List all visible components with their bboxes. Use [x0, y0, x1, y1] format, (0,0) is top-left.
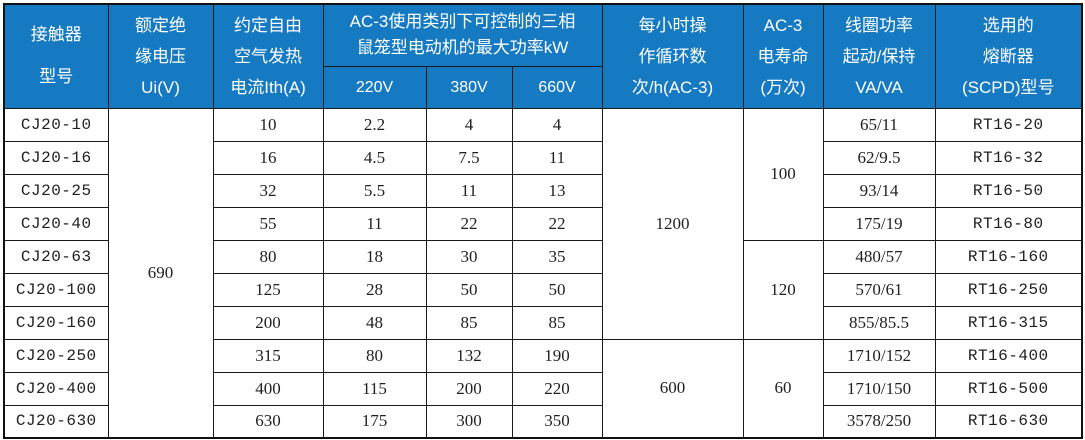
cell-coil-power: 855/85.5	[822, 305, 936, 340]
contactor-spec-table: 接触器 型号 额定绝 缘电压 Ui(V) 约定自由 空气发热 电流Ith(A) …	[3, 3, 1083, 439]
cell-power-380v: 4	[425, 107, 513, 142]
cell-cycles-merged: 1200	[601, 107, 744, 340]
cell-coil-power: 1710/152	[822, 338, 936, 373]
header-380v: 380V	[425, 65, 513, 109]
cell-power-660v: 50	[511, 272, 603, 307]
cell-fuse-type: RT16-80	[934, 206, 1083, 241]
cell-model: CJ20-16	[3, 140, 109, 175]
table-row: CJ20-16 16 4.5 7.5 11 62/9.5 RT16-32	[3, 140, 1083, 175]
cell-fuse-type: RT16-20	[934, 107, 1083, 142]
cell-power-220v: 115	[322, 371, 427, 406]
cell-power-660v: 22	[511, 206, 603, 241]
cell-power-380v: 22	[425, 206, 513, 241]
header-rated-insulation-voltage: 额定绝 缘电压 Ui(V)	[107, 3, 214, 109]
cell-power-220v: 175	[322, 404, 427, 439]
cell-model: CJ20-63	[3, 239, 109, 274]
cell-power-660v: 220	[511, 371, 603, 406]
cell-life-merged: 60	[742, 338, 824, 439]
cell-coil-power: 1710/150	[822, 371, 936, 406]
cell-model: CJ20-400	[3, 371, 109, 406]
cell-life-merged: 100	[742, 107, 824, 241]
cell-power-660v: 85	[511, 305, 603, 340]
cell-model: CJ20-250	[3, 338, 109, 373]
cell-coil-power: 65/11	[822, 107, 936, 142]
cell-ith: 55	[212, 206, 324, 241]
cell-fuse-type: RT16-250	[934, 272, 1083, 307]
header-operating-cycles: 每小时操 作循环数 次/h(AC-3)	[601, 3, 744, 109]
cell-fuse-type: RT16-315	[934, 305, 1083, 340]
cell-ith: 32	[212, 173, 324, 208]
header-coil-power: 线圈功率 起动/保持 VA/VA	[822, 3, 936, 109]
header-electrical-life: AC-3 电寿命 (万次)	[742, 3, 824, 109]
table-row: CJ20-630 630 175 300 350 3578/250 RT16-6…	[3, 404, 1083, 439]
cell-ith: 80	[212, 239, 324, 274]
cell-model: CJ20-10	[3, 107, 109, 142]
cell-fuse-type: RT16-500	[934, 371, 1083, 406]
cell-power-220v: 4.5	[322, 140, 427, 175]
cell-model: CJ20-100	[3, 272, 109, 307]
cell-power-380v: 200	[425, 371, 513, 406]
cell-power-660v: 350	[511, 404, 603, 439]
table-row: CJ20-10 690 10 2.2 4 4 1200 100 65/11 RT…	[3, 107, 1083, 439]
cell-coil-power: 480/57	[822, 239, 936, 274]
cell-ith: 315	[212, 338, 324, 373]
cell-power-660v: 35	[511, 239, 603, 274]
cell-ith: 630	[212, 404, 324, 439]
cell-fuse-type: RT16-50	[934, 173, 1083, 208]
cell-ith: 16	[212, 140, 324, 175]
cell-power-380v: 11	[425, 173, 513, 208]
cell-power-660v: 13	[511, 173, 603, 208]
cell-power-380v: 50	[425, 272, 513, 307]
cell-power-220v: 5.5	[322, 173, 427, 208]
table-row: CJ20-100 125 28 50 50 570/61 RT16-250	[3, 272, 1083, 307]
cell-fuse-type: RT16-400	[934, 338, 1083, 373]
cell-model: CJ20-25	[3, 173, 109, 208]
cell-fuse-type: RT16-32	[934, 140, 1083, 175]
cell-coil-power: 93/14	[822, 173, 936, 208]
cell-life-merged: 120	[742, 239, 824, 340]
header-conventional-thermal-current: 约定自由 空气发热 电流Ith(A)	[212, 3, 324, 109]
table-row: CJ20-250 315 80 132 190 600 60 1710/152 …	[3, 338, 1083, 439]
cell-ui-voltage-merged: 690	[107, 107, 214, 439]
cell-power-660v: 11	[511, 140, 603, 175]
cell-power-220v: 11	[322, 206, 427, 241]
cell-power-380v: 300	[425, 404, 513, 439]
cell-fuse-type: RT16-160	[934, 239, 1083, 274]
cell-ith: 200	[212, 305, 324, 340]
cell-power-380v: 132	[425, 338, 513, 373]
cell-power-220v: 80	[322, 338, 427, 373]
header-fuse-type: 选用的 熔断器 (SCPD)型号	[934, 3, 1083, 109]
header-ac3-max-power: AC-3使用类别下可控制的三相 鼠笼型电动机的最大功率kW	[322, 3, 603, 67]
cell-model: CJ20-630	[3, 404, 109, 439]
cell-coil-power: 62/9.5	[822, 140, 936, 175]
header-220v: 220V	[322, 65, 427, 109]
cell-ith: 10	[212, 107, 324, 142]
header-660v: 660V	[511, 65, 603, 109]
cell-power-380v: 30	[425, 239, 513, 274]
cell-power-220v: 18	[322, 239, 427, 274]
cell-model: CJ20-160	[3, 305, 109, 340]
cell-coil-power: 570/61	[822, 272, 936, 307]
table-row: CJ20-400 400 115 200 220 1710/150 RT16-5…	[3, 371, 1083, 406]
cell-model: CJ20-40	[3, 206, 109, 241]
header-contactor-model: 接触器 型号	[3, 3, 109, 109]
table-row: CJ20-63 80 18 30 35 120 480/57 RT16-160	[3, 239, 1083, 340]
cell-ith: 400	[212, 371, 324, 406]
cell-power-380v: 7.5	[425, 140, 513, 175]
cell-cycles-merged: 600	[601, 338, 744, 439]
cell-power-220v: 48	[322, 305, 427, 340]
cell-power-220v: 28	[322, 272, 427, 307]
cell-coil-power: 175/19	[822, 206, 936, 241]
cell-power-220v: 2.2	[322, 107, 427, 142]
cell-fuse-type: RT16-630	[934, 404, 1083, 439]
cell-power-660v: 190	[511, 338, 603, 373]
table-row: CJ20-25 32 5.5 11 13 93/14 RT16-50	[3, 173, 1083, 208]
cell-coil-power: 3578/250	[822, 404, 936, 439]
cell-ith: 125	[212, 272, 324, 307]
table-row: CJ20-40 55 11 22 22 175/19 RT16-80	[3, 206, 1083, 241]
cell-power-660v: 4	[511, 107, 603, 142]
cell-power-380v: 85	[425, 305, 513, 340]
